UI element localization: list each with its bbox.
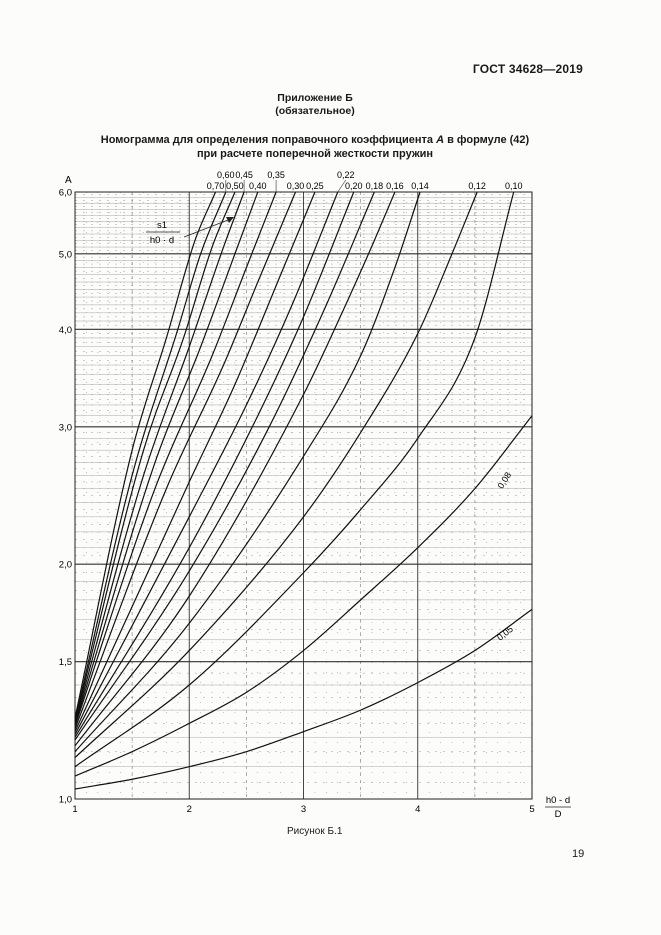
curve-0-05: [74, 608, 533, 790]
curves: [74, 191, 533, 790]
curve-0-22: [74, 191, 339, 735]
x-tick-label: 5: [529, 804, 534, 815]
curve-0-40: [74, 191, 259, 725]
y-tick-label: 3,0: [59, 422, 72, 433]
curve-label: 0,45: [235, 170, 253, 180]
curve-label: 0,14: [411, 181, 429, 191]
y-axis-label: A: [65, 175, 72, 186]
plot-frame: [74, 191, 533, 800]
x-axis-label: h0 - d D: [545, 795, 571, 820]
caption-line-1-suffix: в формуле (42): [444, 134, 530, 146]
caption-line-2: при расчете поперечной жесткости пружин: [196, 148, 434, 160]
curve-0-70: [74, 191, 217, 719]
x-tick-label: 4: [415, 804, 420, 815]
x-axis-label-numerator: h0 - d: [546, 795, 570, 806]
curve-0-16: [74, 191, 396, 747]
y-tick-label: 4,0: [59, 325, 72, 336]
figure-caption: Номограмма для определения поправочного …: [0, 133, 630, 161]
appendix-title: Приложение Б: [277, 92, 353, 104]
curve-label: 0,08: [495, 470, 513, 490]
parameter-arrowhead: [226, 217, 234, 223]
y-tick-label: 2,0: [59, 560, 72, 571]
curve-label: 0,40: [249, 181, 267, 191]
caption-symbol: A: [436, 134, 445, 146]
curve-0-25: [74, 191, 316, 732]
appendix-status: (обязательное): [275, 105, 355, 117]
page-number: 19: [572, 848, 585, 860]
curve-0-20: [74, 191, 355, 738]
figure-label: Рисунок Б.1: [287, 826, 343, 837]
curve-label: 0,20: [345, 181, 363, 191]
curve-0-10: [74, 191, 515, 768]
curve-0-18: [74, 191, 375, 741]
curve-0-12: [74, 191, 478, 759]
parameter-arrow: [183, 219, 229, 238]
curve-0-14: [74, 191, 421, 753]
curve-0-30: [74, 191, 297, 730]
x-axis-label-denominator: D: [555, 809, 562, 820]
curve-label: 0,35: [267, 170, 285, 180]
y-tick-label: 6,0: [59, 188, 72, 199]
curve-0-08: [74, 415, 533, 777]
caption-line-1-prefix: Номограмма для определения поправочного …: [100, 134, 437, 146]
curve-label: 0,25: [306, 181, 324, 191]
tick-labels: 1 2 3 4 5 1,0 1,5 2,0 3,0 4,0 5,0 6,0: [59, 188, 535, 816]
caption-line-1: Номограмма для определения поправочного …: [0, 133, 630, 147]
x-tick-label: 1: [72, 804, 77, 815]
parameter-denominator: h0 · d: [150, 235, 174, 246]
curve-label: 0,30: [287, 181, 305, 191]
standard-code: ГОСТ 34628—2019: [472, 62, 583, 76]
curve-label: 0,70: [207, 181, 225, 191]
curve-label: 0,18: [366, 181, 384, 191]
curve-0-50: [74, 191, 236, 723]
appendix-heading: Приложение Б (обязательное): [0, 92, 630, 118]
parameter-numerator: s1: [157, 220, 167, 231]
curve-label: 0,22: [337, 170, 355, 180]
curve-0-45: [74, 191, 245, 724]
curve-label: 0,16: [386, 181, 404, 191]
curve-0-60: [74, 191, 227, 721]
curve-label: 0,10: [505, 181, 523, 191]
x-tick-label: 3: [301, 804, 306, 815]
curve-label: 0,60: [217, 170, 235, 180]
curve-label: 0,12: [468, 181, 486, 191]
curve-label: 0,50: [226, 181, 244, 191]
y-tick-label: 1,5: [59, 657, 72, 668]
y-tick-label: 1,0: [59, 795, 72, 806]
curve-0-35: [74, 191, 277, 727]
parameter-legend: s1 h0 · d: [146, 217, 234, 246]
x-tick-label: 2: [187, 804, 192, 815]
y-tick-label: 5,0: [59, 249, 72, 260]
label-leader: [337, 179, 347, 193]
